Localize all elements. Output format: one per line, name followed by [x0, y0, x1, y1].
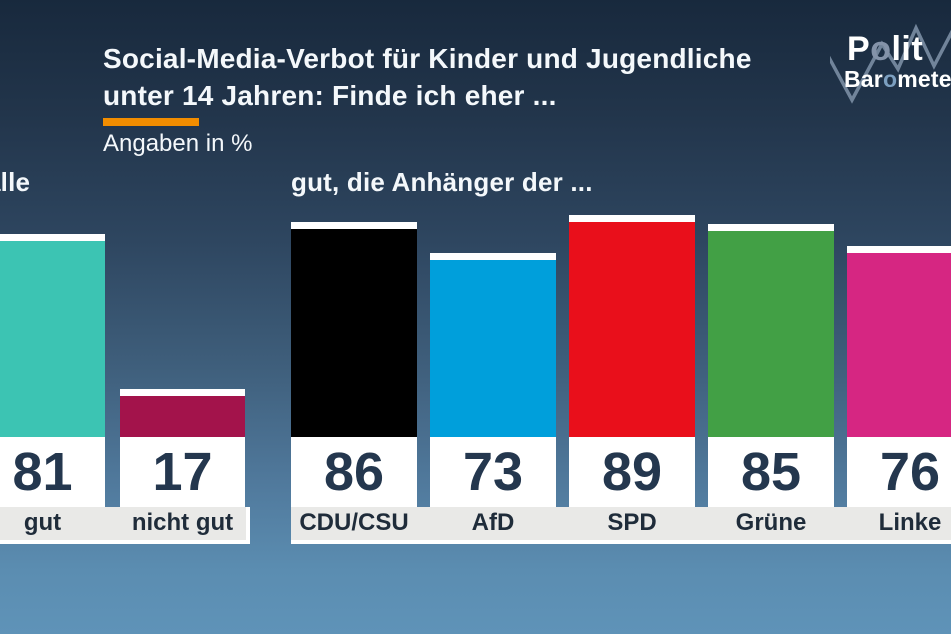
- value-label: 81: [0, 437, 105, 507]
- chart-title: Social-Media-Verbot für Kinder und Jugen…: [103, 40, 752, 114]
- value-label: 73: [430, 437, 556, 507]
- category-label: CDU/CSU: [299, 509, 409, 536]
- logo-word-barometer: Barometer: [844, 66, 951, 92]
- logo-word-polit: Polit: [847, 30, 924, 68]
- chart-title-line1: Social-Media-Verbot für Kinder und Jugen…: [103, 43, 752, 74]
- value-label: 17: [120, 437, 245, 507]
- category-label: Linke: [878, 509, 942, 536]
- value-label: 76: [847, 437, 951, 507]
- category-label-strip: [291, 507, 951, 544]
- bar-cdu-csu: [291, 222, 417, 437]
- bar-nicht-gut: [120, 389, 245, 437]
- bar-afd: [430, 253, 556, 437]
- category-label: gut: [23, 509, 62, 536]
- category-label: nicht gut: [131, 509, 234, 536]
- logo-zigzag-line-icon: [830, 23, 951, 104]
- category-label: Grüne: [735, 509, 807, 536]
- orange-accent-bar: [103, 118, 199, 126]
- bar-spd: [569, 215, 695, 437]
- category-label: SPD: [607, 509, 657, 536]
- unit-note: Angaben in %: [103, 130, 253, 157]
- group-label-alle: alle: [0, 167, 31, 197]
- category-label-strip: [0, 507, 250, 544]
- value-label: 86: [291, 437, 417, 507]
- bar-gr-ne: [708, 224, 834, 437]
- politbarometer-logo: Polit Barometer: [830, 14, 951, 114]
- value-label: 89: [569, 437, 695, 507]
- category-label: AfD: [471, 509, 515, 536]
- bar-gut: [0, 234, 105, 437]
- group-label-anhaenger: gut, die Anhänger der ...: [291, 167, 593, 197]
- value-label: 85: [708, 437, 834, 507]
- bar-linke: [847, 246, 951, 437]
- chart-title-line2: unter 14 Jahren: Finde ich eher ...: [103, 80, 557, 111]
